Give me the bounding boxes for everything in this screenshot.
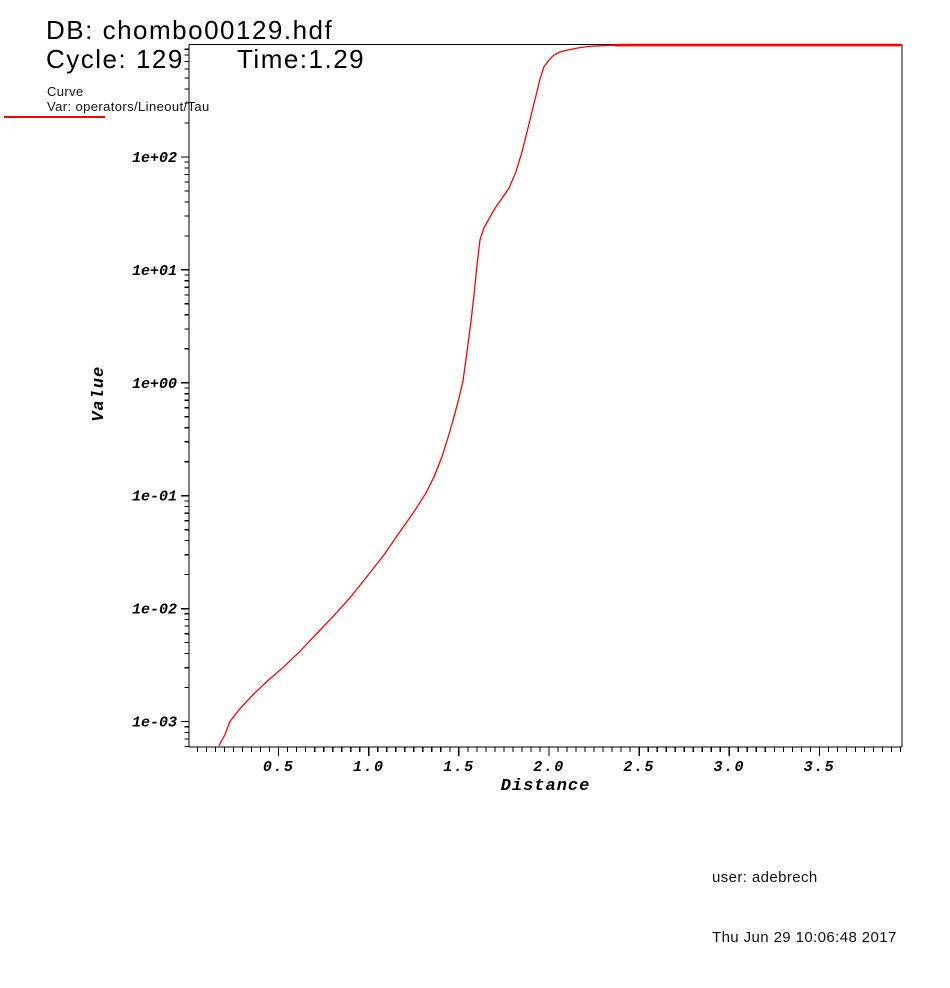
y-tick-label: 1e-01 xyxy=(132,489,177,506)
x-tick-label: 1.0 xyxy=(353,759,385,776)
x-tick-label: 3.0 xyxy=(714,759,746,776)
footer-timestamp: Thu Jun 29 10:06:48 2017 xyxy=(712,928,897,948)
y-tick-label: 1e+00 xyxy=(132,376,177,393)
database-title: DB: chombo00129.hdf xyxy=(46,15,333,46)
visit-viewer-window: DB: chombo00129.hdf Cycle: 129 Time:1.29… xyxy=(0,0,950,878)
y-tick-label: 1e+02 xyxy=(132,150,177,167)
legend-curve-swatch xyxy=(4,116,105,118)
y-tick-label: 1e+01 xyxy=(132,263,177,280)
legend-plot-type: Curve xyxy=(47,84,84,99)
cycle-label: Cycle: 129 xyxy=(46,44,184,75)
x-tick-label: 2.5 xyxy=(623,759,655,776)
curve-plot-canvas[interactable]: 1e-03 1e-02 1e-01 1e+00 1e+01 1e+02 0.5 1.0 1.5 2… xyxy=(0,0,950,878)
footer-user: user: adebrech xyxy=(712,868,897,888)
x-tick-label: 2.0 xyxy=(533,759,565,776)
y-tick-label: 1e-03 xyxy=(132,715,177,732)
time-label: Time:1.29 xyxy=(237,44,365,75)
y-axis-title: Value xyxy=(90,366,109,422)
x-tick-label: 0.5 xyxy=(263,759,295,776)
legend-var-label: Var: operators/Lineout/Tau xyxy=(47,99,210,114)
footer-block: user: adebrech Thu Jun 29 10:06:48 2017 xyxy=(712,828,897,988)
x-tick-label: 3.5 xyxy=(804,759,836,776)
tau-curve-line xyxy=(219,45,901,746)
y-tick-label: 1e-02 xyxy=(132,602,177,619)
x-axis-title: Distance xyxy=(501,777,591,796)
x-tick-label: 1.5 xyxy=(443,759,475,776)
